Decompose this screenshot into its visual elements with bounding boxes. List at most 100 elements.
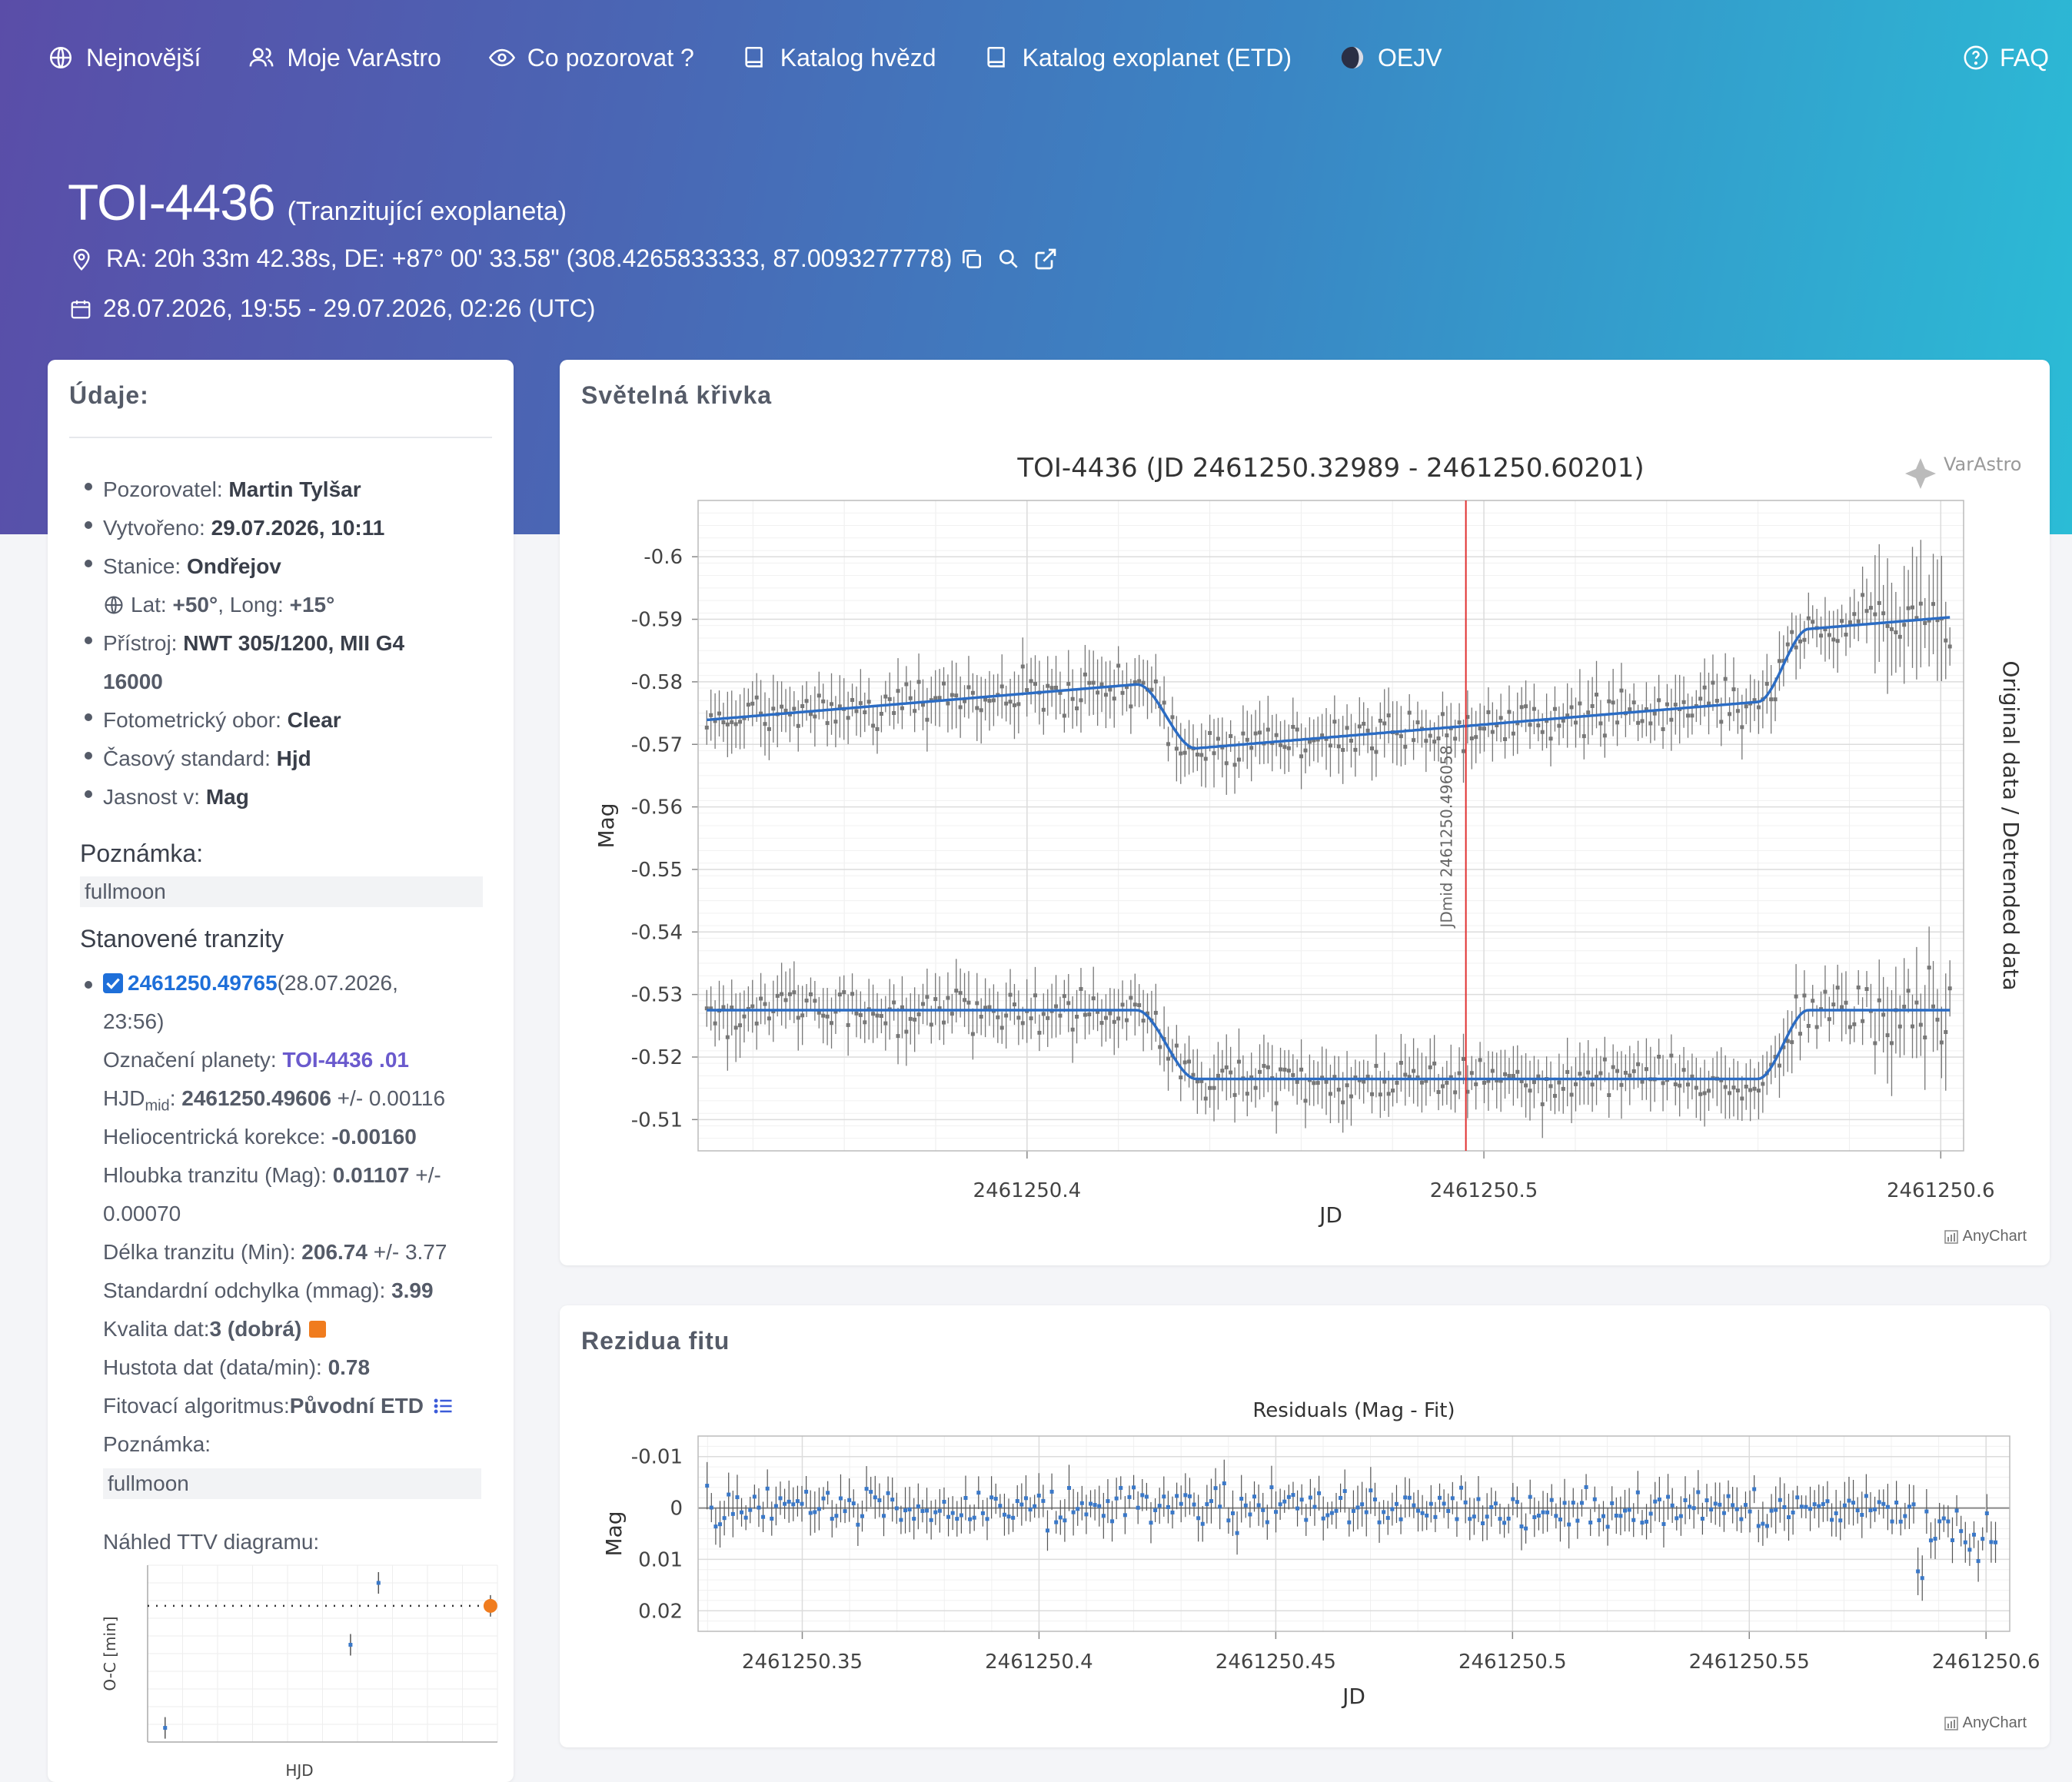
data-point — [1248, 1512, 1252, 1517]
data-point — [1058, 690, 1063, 695]
data-point — [937, 1508, 942, 1513]
data-point — [1579, 1501, 1584, 1505]
data-point — [894, 1506, 899, 1511]
data-point — [869, 1490, 873, 1494]
data-point — [816, 1010, 821, 1015]
data-point — [1835, 986, 1840, 990]
data-point — [1461, 749, 1465, 753]
data-point — [1028, 1508, 1033, 1512]
data-point — [1075, 1015, 1079, 1019]
search-icon[interactable] — [996, 247, 1021, 271]
list-icon[interactable] — [433, 1395, 454, 1417]
transit-checkbox[interactable] — [103, 973, 123, 993]
data-point — [1493, 1501, 1498, 1506]
lightcurve-card-title: Světelná křivka — [581, 381, 773, 409]
data-point — [830, 702, 834, 706]
anychart-credit[interactable]: AnyChart — [1944, 1714, 2027, 1732]
data-point — [1665, 702, 1669, 706]
data-point — [1735, 709, 1740, 713]
data-point — [954, 989, 959, 993]
data-point — [1536, 723, 1541, 728]
data-point — [875, 1013, 880, 1018]
data-point — [912, 1517, 916, 1521]
bullet — [85, 560, 92, 567]
data-point — [916, 680, 921, 684]
data-point — [1728, 1091, 1732, 1095]
nav-my-varastro[interactable]: Moje VarAstro — [248, 44, 441, 72]
data-point — [937, 696, 942, 700]
data-point — [1103, 1016, 1108, 1020]
data-point — [1924, 1509, 1929, 1514]
data-point — [887, 697, 892, 701]
data-point — [1790, 1040, 1794, 1045]
transit-link[interactable]: 2461250.49765 — [128, 971, 278, 995]
data-point — [1489, 1504, 1494, 1509]
data-point — [727, 1492, 731, 1497]
data-point — [1004, 1013, 1009, 1018]
nav-exoplanet-catalog[interactable]: Katalog exoplanet (ETD) — [984, 44, 1292, 72]
data-point — [987, 699, 992, 703]
ttv-y-label: O-C [min] — [101, 1616, 119, 1691]
nav-faq[interactable]: FAQ — [1963, 0, 2049, 115]
data-point — [1332, 1075, 1337, 1079]
copy-icon[interactable] — [960, 247, 984, 271]
data-point — [1132, 680, 1137, 685]
data-point — [1192, 1502, 1196, 1507]
data-point — [763, 722, 767, 726]
data-point — [1399, 1517, 1403, 1521]
data-point — [1187, 1059, 1192, 1064]
data-point — [1303, 748, 1308, 753]
created-row: Vytvořeno: 29.07.2026, 10:11 — [103, 516, 384, 540]
data-point — [1584, 1484, 1588, 1489]
data-point — [713, 1524, 718, 1529]
data-point — [1873, 1507, 1877, 1511]
data-point — [1675, 1516, 1679, 1521]
data-point — [1611, 1065, 1615, 1069]
external-link-icon[interactable] — [1033, 247, 1058, 271]
data-point — [929, 1518, 933, 1522]
y-axis-title-right: Original data / Detrended data — [1998, 660, 2024, 990]
nav-star-catalog[interactable]: Katalog hvězd — [742, 44, 936, 72]
data-point — [1881, 1012, 1886, 1017]
data-point — [1598, 721, 1603, 726]
data-point — [1808, 1507, 1813, 1511]
nav-newest[interactable]: Nejnovější — [48, 44, 201, 72]
data-point — [1573, 720, 1578, 725]
data-point — [1861, 593, 1865, 597]
data-point — [1645, 1519, 1649, 1524]
nav-oejv[interactable]: OEJV — [1339, 44, 1442, 72]
data-point — [1174, 1043, 1179, 1048]
data-point — [1840, 619, 1844, 623]
data-point — [1058, 1515, 1063, 1520]
anychart-credit[interactable]: AnyChart — [1944, 1228, 2027, 1245]
data-point — [1586, 1070, 1591, 1075]
nav-what-to-observe[interactable]: Co pozorovat ? — [488, 44, 694, 72]
data-point — [1476, 1497, 1481, 1501]
duration-error: +/- 3.77 — [367, 1240, 447, 1264]
data-point — [1378, 1092, 1382, 1097]
data-point — [916, 1504, 920, 1508]
data-point — [1033, 1504, 1037, 1508]
data-point — [846, 1022, 850, 1027]
data-point — [1312, 738, 1316, 743]
data-point — [837, 704, 842, 709]
data-point — [942, 1020, 946, 1025]
data-point — [1842, 1503, 1847, 1508]
data-point — [1683, 1498, 1688, 1502]
data-point — [1835, 639, 1840, 643]
planet-link[interactable]: TOI-4436 .01 — [282, 1048, 409, 1072]
data-point — [1336, 744, 1341, 749]
data-point — [925, 717, 930, 722]
label: Kvalita dat: — [103, 1317, 210, 1341]
bullet — [85, 752, 92, 760]
data-point — [1578, 701, 1582, 706]
hjd-error: +/- 0.00116 — [331, 1086, 446, 1110]
data-point — [704, 1006, 709, 1011]
data-point — [883, 1021, 888, 1026]
data-point — [860, 1514, 864, 1518]
data-point — [800, 704, 805, 709]
details-title: Údaje: — [69, 381, 149, 409]
data-point — [1804, 1504, 1808, 1509]
data-point — [834, 1514, 839, 1518]
data-point — [1046, 683, 1050, 688]
